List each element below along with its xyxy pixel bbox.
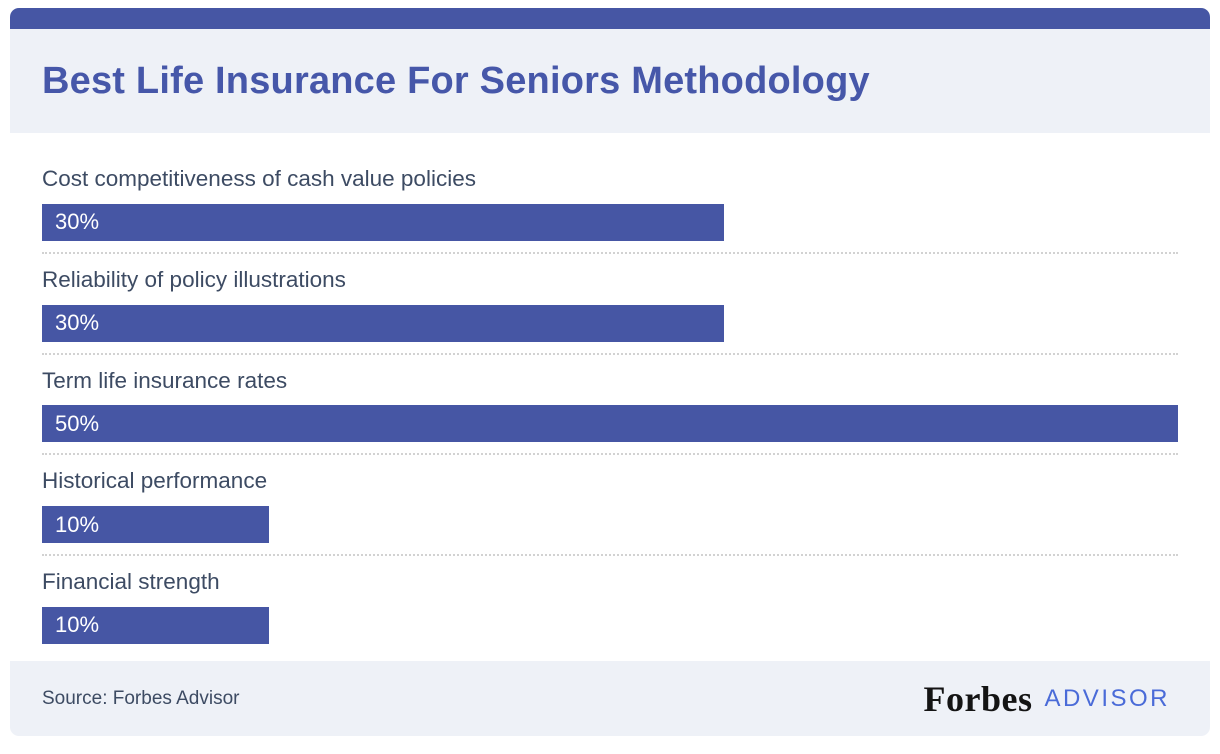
bar-value-label: 10%	[55, 512, 99, 538]
category-label: Term life insurance rates	[42, 369, 1178, 394]
bar-value-label: 10%	[55, 612, 99, 638]
row-separator	[42, 353, 1178, 355]
row-separator	[42, 554, 1178, 556]
bar: 30%	[42, 305, 724, 342]
bar-track: 50%	[42, 405, 1178, 442]
bar: 30%	[42, 204, 724, 241]
category-label: Historical performance	[42, 469, 1178, 494]
bar-track: 30%	[42, 204, 1178, 241]
advisor-wordmark: ADVISOR	[1044, 685, 1170, 713]
top-accent-strip	[10, 8, 1210, 29]
chart-row: Cost competitiveness of cash value polic…	[42, 167, 1178, 254]
bar-value-label: 50%	[55, 411, 99, 437]
footer: Source: Forbes Advisor Forbes ADVISOR	[10, 661, 1210, 736]
row-separator	[42, 252, 1178, 254]
bar-value-label: 30%	[55, 209, 99, 235]
page-title: Best Life Insurance For Seniors Methodol…	[42, 60, 870, 103]
bar-value-label: 30%	[55, 310, 99, 336]
bar-track: 10%	[42, 506, 1178, 543]
infographic-card: Best Life Insurance For Seniors Methodol…	[10, 8, 1210, 644]
category-label: Cost competitiveness of cash value polic…	[42, 167, 1178, 192]
header: Best Life Insurance For Seniors Methodol…	[10, 29, 1210, 133]
bar: 10%	[42, 607, 269, 644]
source-text: Source: Forbes Advisor	[42, 688, 239, 710]
bar-track: 30%	[42, 305, 1178, 342]
bar-chart: Cost competitiveness of cash value polic…	[10, 133, 1210, 644]
forbes-advisor-logo: Forbes ADVISOR	[923, 678, 1170, 720]
forbes-wordmark: Forbes	[923, 678, 1032, 720]
bar: 10%	[42, 506, 269, 543]
chart-row: Historical performance 10%	[42, 469, 1178, 556]
category-label: Reliability of policy illustrations	[42, 268, 1178, 293]
chart-row: Financial strength 10%	[42, 570, 1178, 644]
bar: 50%	[42, 405, 1178, 442]
chart-row: Reliability of policy illustrations 30%	[42, 268, 1178, 355]
category-label: Financial strength	[42, 570, 1178, 595]
chart-row: Term life insurance rates 50%	[42, 369, 1178, 456]
row-separator	[42, 453, 1178, 455]
bar-track: 10%	[42, 607, 1178, 644]
